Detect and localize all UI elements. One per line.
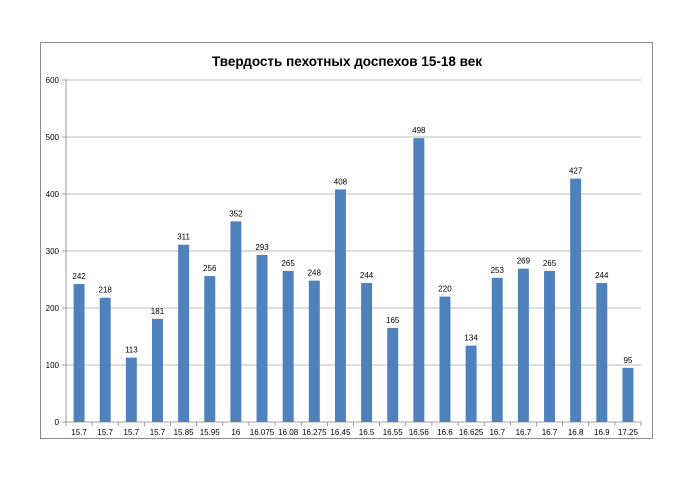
data-label: 352 (229, 209, 243, 218)
y-tick-label: 600 (46, 76, 60, 85)
x-tick-label: 15.95 (200, 428, 221, 437)
data-label: 256 (203, 264, 217, 273)
x-tick-label: 16.45 (330, 428, 351, 437)
data-label: 134 (464, 334, 478, 343)
bar (308, 280, 320, 422)
x-tick-label: 16.275 (302, 428, 327, 437)
data-label: 165 (386, 316, 400, 325)
bar (125, 357, 137, 422)
x-tick-label: 16.08 (278, 428, 299, 437)
data-label: 248 (308, 269, 322, 278)
bar (204, 276, 216, 422)
bar-layer (73, 138, 634, 422)
x-tick-label: 15.7 (71, 428, 87, 437)
bar (413, 138, 425, 422)
x-tick-label: 16.6 (437, 428, 453, 437)
bar (256, 254, 268, 422)
bar (361, 282, 373, 422)
bar (387, 327, 399, 422)
x-tick-label: 15.7 (150, 428, 166, 437)
data-label: 269 (517, 257, 531, 266)
bar (517, 268, 529, 422)
y-tick-label: 300 (46, 247, 60, 256)
bar (334, 189, 346, 422)
y-tick-label: 400 (46, 190, 60, 199)
bar (178, 244, 190, 422)
bar (596, 282, 608, 422)
bar (491, 277, 503, 422)
bar (73, 284, 85, 422)
data-label: 113 (125, 346, 138, 355)
x-tick-label: 17.25 (618, 428, 639, 437)
bar (544, 270, 556, 422)
y-axis: 0 100 200 300 400 500 600 (46, 76, 67, 427)
x-axis: 15.7 15.7 15.7 15.7 15.85 15.95 16 16.075 16.08 1… (65, 421, 642, 437)
data-label: 242 (72, 272, 86, 281)
x-tick-label: 15.7 (97, 428, 113, 437)
x-tick-label: 16.075 (250, 428, 275, 437)
x-tick-label: 16.7 (489, 428, 505, 437)
bar (622, 367, 634, 422)
x-tick-label: 16.56 (409, 428, 430, 437)
data-label: 218 (99, 286, 113, 295)
data-label: 244 (595, 271, 609, 280)
data-label: 265 (543, 259, 557, 268)
data-label: 265 (281, 259, 295, 268)
x-tick-label: 16.8 (568, 428, 584, 437)
x-tick-label: 16.9 (594, 428, 610, 437)
chart-title: Твердость пехотных доспехов 15-18 век (212, 54, 482, 69)
y-tick-label: 0 (55, 418, 60, 427)
x-tick-label: 16.5 (359, 428, 375, 437)
x-tick-label: 16.55 (383, 428, 404, 437)
x-tick-label: 15.85 (174, 428, 195, 437)
data-label: 408 (334, 177, 348, 186)
y-tick-label: 100 (46, 361, 60, 370)
y-tick-label: 500 (46, 133, 60, 142)
bar (151, 318, 163, 422)
data-label: 253 (491, 266, 505, 275)
bar (230, 221, 242, 422)
bar (99, 297, 111, 422)
data-label: 293 (255, 243, 269, 252)
x-tick-label: 16 (231, 428, 240, 437)
bar (465, 345, 477, 422)
data-label: 311 (177, 233, 190, 242)
data-label: 498 (412, 126, 426, 135)
bar (282, 270, 294, 422)
data-label-layer: 242 218 113 181 311 256 352 293 265 248 408 244 165 4… (72, 126, 633, 365)
bar (570, 178, 582, 422)
data-label: 181 (151, 307, 165, 316)
y-tick-label: 200 (46, 304, 60, 313)
x-tick-label: 15.7 (124, 428, 140, 437)
data-label: 427 (569, 167, 583, 176)
x-tick-label: 16.625 (459, 428, 484, 437)
x-tick-label: 16.7 (542, 428, 558, 437)
data-label: 95 (623, 356, 632, 365)
data-label: 220 (438, 285, 452, 294)
bar (439, 296, 451, 422)
data-label: 244 (360, 271, 374, 280)
x-tick-label: 16.7 (516, 428, 532, 437)
